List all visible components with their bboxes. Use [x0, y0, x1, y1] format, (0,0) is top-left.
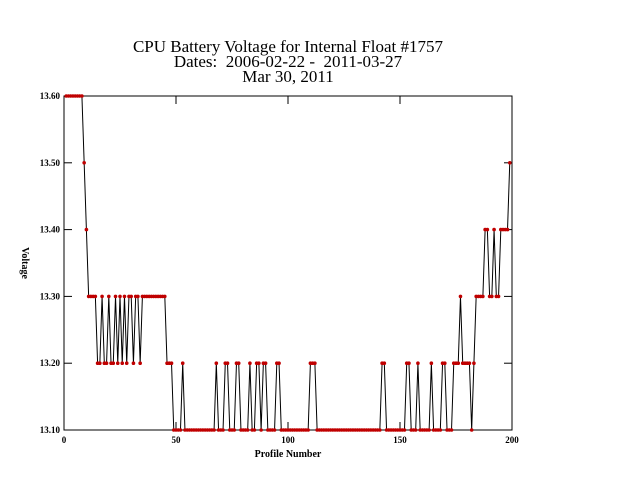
data-point — [469, 428, 474, 432]
data-point — [122, 294, 127, 299]
data-point — [416, 361, 420, 366]
data-point — [131, 361, 136, 366]
x-axis-label: Profile Number — [255, 449, 322, 460]
y-tick-label: 13.40 — [40, 225, 61, 235]
data-point — [212, 428, 216, 432]
data-point — [169, 361, 174, 366]
data-point — [98, 361, 102, 366]
x-tick-label: 0 — [62, 435, 67, 445]
y-tick-label: 13.10 — [40, 425, 61, 435]
x-tick-label: 150 — [393, 435, 407, 445]
data-point — [507, 161, 512, 165]
data-point — [505, 227, 510, 232]
data-point — [472, 361, 476, 366]
data-point — [467, 361, 472, 366]
data-point — [80, 94, 84, 98]
data-point — [458, 294, 463, 299]
data-point — [407, 361, 411, 366]
data-point — [306, 428, 310, 432]
y-tick-label: 13.60 — [40, 91, 61, 101]
x-tick-label: 50 — [172, 435, 182, 445]
data-point — [82, 161, 86, 165]
data-point — [245, 428, 250, 432]
data-point — [180, 361, 185, 366]
data-point — [277, 361, 281, 366]
data-point — [111, 361, 116, 366]
data-point — [492, 227, 496, 232]
data-point — [252, 428, 257, 432]
data-point — [263, 361, 268, 366]
data-point — [438, 428, 443, 432]
y-tick-label: 13.20 — [40, 358, 61, 368]
chart-title: CPU Battery Voltage for Internal Float #… — [133, 37, 444, 56]
data-point — [378, 428, 382, 432]
data-point — [272, 428, 277, 432]
data-point — [93, 294, 98, 299]
data-point — [496, 294, 501, 299]
data-point — [257, 361, 261, 366]
data-point — [84, 227, 89, 232]
data-point — [178, 428, 183, 432]
y-axis-label: Voltage — [19, 247, 30, 279]
data-point — [382, 361, 387, 366]
data-point — [120, 361, 125, 366]
x-tick-label: 100 — [281, 435, 295, 445]
x-tick-label: 200 — [505, 435, 519, 445]
data-point — [100, 294, 104, 299]
data-point — [248, 361, 252, 366]
chart-date: Mar 30, 2011 — [242, 67, 333, 86]
data-point — [115, 361, 120, 366]
data-point — [429, 361, 434, 366]
data-point — [232, 428, 237, 432]
data-point — [456, 361, 461, 366]
data-point — [413, 428, 418, 432]
data-point — [443, 361, 447, 366]
data-point — [225, 361, 230, 366]
data-point — [107, 294, 111, 299]
data-point — [490, 294, 494, 299]
data-point — [124, 361, 129, 366]
data-point — [259, 428, 263, 432]
chart-subtitle: Dates: 2006-02-22 - 2011-03-27 — [174, 52, 403, 71]
data-point — [118, 294, 122, 299]
data-point — [129, 294, 133, 299]
data-point — [163, 294, 167, 299]
data-point — [104, 361, 109, 366]
data-point — [485, 227, 490, 232]
data-point — [481, 294, 485, 299]
data-point — [214, 361, 219, 366]
data-point — [136, 294, 140, 299]
data-point — [449, 428, 454, 432]
data-point — [427, 428, 431, 432]
data-point — [402, 428, 407, 432]
data-point — [138, 361, 142, 366]
data-point — [221, 428, 225, 432]
y-tick-label: 13.30 — [40, 291, 61, 301]
data-point — [113, 294, 118, 299]
data-point — [236, 361, 241, 366]
y-tick-label: 13.50 — [40, 158, 61, 168]
data-point — [313, 361, 317, 366]
